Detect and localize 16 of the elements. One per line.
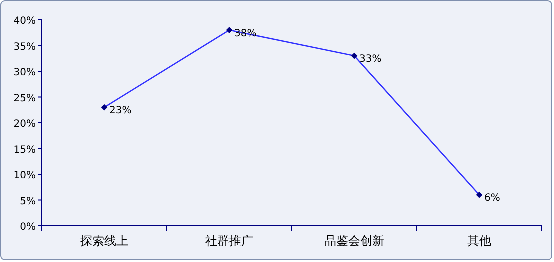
- data-label: 33%: [360, 54, 382, 66]
- y-tick-label: 30%: [14, 68, 36, 78]
- x-tick-label: 品鉴会创新: [324, 234, 384, 248]
- y-tick-label: 0%: [20, 222, 36, 233]
- y-tick-label: 5%: [20, 196, 36, 208]
- y-tick-label: 25%: [14, 93, 36, 104]
- x-tick-label: 社群推广: [206, 234, 254, 248]
- y-tick-label: 15%: [14, 144, 36, 156]
- x-tick-label: 其他: [468, 234, 492, 248]
- y-tick-label: 40%: [14, 16, 36, 27]
- y-tick-label: 20%: [14, 119, 36, 130]
- y-tick-label: 35%: [14, 42, 36, 53]
- data-label: 6%: [484, 193, 500, 204]
- x-tick-label: 探索线上: [80, 234, 128, 248]
- y-tick-label: 10%: [14, 170, 36, 182]
- data-label: 23%: [110, 106, 132, 117]
